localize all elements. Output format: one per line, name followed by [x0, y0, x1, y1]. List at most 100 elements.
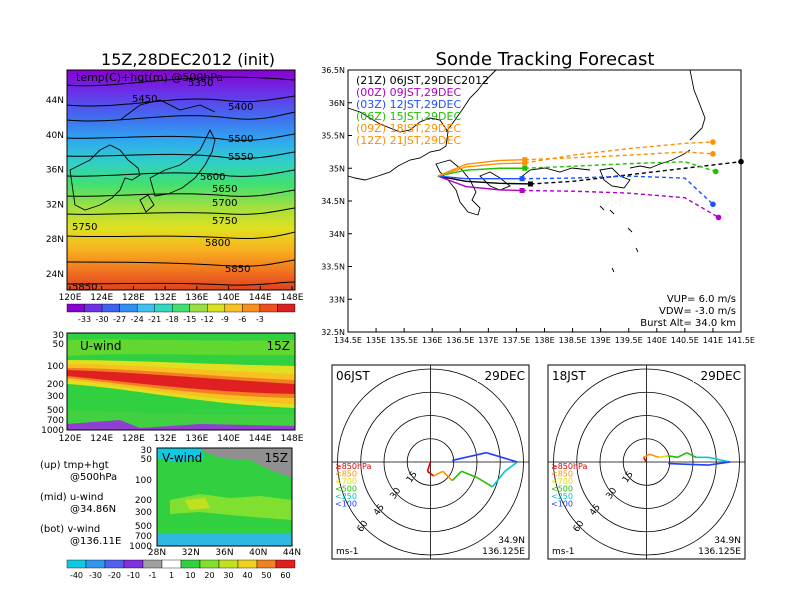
track-y-tick: 36N: [329, 99, 345, 108]
uwind-frame: [66, 332, 296, 431]
track-x-tick: 137E: [478, 336, 498, 345]
track-y-tick: 33.5N: [321, 263, 345, 272]
map-x-tick: 136E: [185, 293, 208, 303]
map-colorbar-cell: [189, 303, 208, 313]
track-ascent-line: [437, 162, 525, 177]
map-x-tick: 120E: [59, 293, 82, 303]
wind-colorbar-label: -40: [70, 571, 83, 580]
track-x-tick: 137.5E: [502, 336, 530, 345]
map-colorbar-cell: [119, 303, 138, 313]
landing-point: [710, 151, 716, 157]
wind-colorbar-cell: [161, 559, 182, 569]
track-x-tick: 139E: [590, 336, 610, 345]
map-x-tick: 128E: [122, 293, 145, 303]
hodo-lat: 34.9N: [714, 536, 741, 546]
uwind-y-tick: 30: [53, 331, 65, 341]
uwind-x-tick: 120E: [59, 434, 82, 444]
track-x-tick: 138E: [534, 336, 554, 345]
hodo-lon: 136.125E: [698, 547, 741, 557]
contour-label: 5350: [188, 78, 213, 89]
uwind-x-tick: 128E: [122, 434, 145, 444]
burst-point: [522, 157, 528, 163]
map-title: 15Z,28DEC2012 (init): [101, 50, 275, 69]
hodo-legend-entry: ≥850hPa: [551, 462, 588, 471]
contour-label: 5600: [200, 172, 225, 183]
wind-colorbar-label: 10: [185, 571, 195, 580]
hodo-unit: ms-1: [336, 547, 358, 557]
temperature-field: [67, 70, 295, 290]
track-y-tick: 35N: [329, 164, 345, 173]
track-y-tick: 34N: [329, 230, 345, 239]
coastlines: [69, 99, 216, 213]
uwind-x-tick: 136E: [185, 434, 208, 444]
map-colorbar: -33 -30 -27 -24 -21 -18 -15 -12 -9 -6 -3: [66, 303, 296, 324]
wind-colorbar-cell: [275, 559, 296, 569]
map-colorbar-cell: [136, 303, 155, 313]
track-legend-entry: (06Z) 15JST,29DEC: [356, 110, 461, 123]
map-colorbar-label: -6: [238, 315, 246, 324]
map-x-tick: 132E: [154, 293, 177, 303]
contour-label: 5750: [72, 222, 97, 233]
hodo-date: 29DEC: [701, 369, 741, 383]
map-colorbar-cell: [259, 303, 278, 313]
track-x-tick: 139.5E: [615, 336, 643, 345]
track-x-tick: 141.5E: [727, 336, 755, 345]
vwind-x-tick: 44N: [283, 548, 301, 558]
hodo-lat: 34.9N: [498, 536, 525, 546]
wind-colorbar-label: 30: [223, 571, 233, 580]
contour-label: 5700: [212, 198, 237, 209]
wind-colorbar-cell: [104, 559, 125, 569]
track-x-tick: 140E: [647, 336, 667, 345]
uwind-x-tick: 124E: [90, 434, 113, 444]
vwind-y-tick: 300: [135, 508, 152, 518]
track-legend-entry: (00Z) 09JST,29DEC: [356, 86, 461, 99]
wind-colorbar-cell: [123, 559, 144, 569]
note-line: (mid) u-wind: [40, 492, 103, 503]
vwind-x-tick: 40N: [249, 548, 267, 558]
contour-label: 5850: [72, 282, 97, 293]
uwind-y-tick: 300: [47, 392, 64, 402]
burst-point: [519, 188, 525, 194]
contour-label: 5650: [212, 184, 237, 195]
hodo-trace-segment: [686, 451, 697, 459]
note-line: @500hPa: [70, 472, 117, 483]
hodo-legend-entry: <250: [335, 492, 357, 501]
hodo-legend-entry: <500: [335, 485, 357, 494]
contour-label: 5550: [228, 152, 253, 163]
legend-notes: (up) tmp+hgt @500hPa (mid) u-wind @34.86…: [40, 460, 121, 547]
wind-colorbar-label: -1: [149, 571, 157, 580]
contour-label: 5500: [228, 134, 253, 145]
height-contours: [66, 76, 296, 286]
track-y-tick: 33N: [329, 295, 345, 304]
hodo-legend-entry: <850: [335, 470, 357, 479]
track-series: [437, 139, 744, 221]
track-ascent-line: [437, 167, 525, 177]
hodo-trace-segment: [643, 453, 650, 459]
map-colorbar-cell: [101, 303, 120, 313]
track-descent-line: [524, 160, 716, 173]
track-x-ticks: 134.5E 135E 135.5E 136E 136.5E 137E 137.5E 138E…: [334, 328, 755, 345]
uwind-y-tick: 1000: [41, 426, 64, 436]
uwind-y-tick: 700: [47, 416, 64, 426]
vwind-x-tick: 28N: [148, 548, 166, 558]
hodo-trace-segment: [476, 476, 493, 488]
track-x-tick: 134.5E: [334, 336, 362, 345]
wind-colorbar-label: -20: [108, 571, 121, 580]
hodo-trace-segment: [461, 470, 478, 479]
hodo-lon: 136.125E: [482, 547, 525, 557]
landing-point: [712, 168, 719, 175]
hodo-legend-entry: <250: [551, 492, 573, 501]
map-colorbar-label: -21: [148, 315, 161, 324]
map-colorbar-label: -24: [131, 315, 144, 324]
wind-colorbar-cell: [85, 559, 106, 569]
track-descent-line: [524, 151, 713, 161]
map-colorbar-label: -12: [201, 315, 214, 324]
hodo-legend-entry: <850: [551, 470, 573, 479]
map-y-ticks: 24N 28N 32N 36N 40N 44N: [46, 96, 64, 280]
vwind-time: 15Z: [265, 451, 289, 465]
uwind-y-tick: 100: [47, 362, 64, 372]
map-colorbar-cell: [224, 303, 243, 313]
burst-point: [527, 181, 533, 187]
